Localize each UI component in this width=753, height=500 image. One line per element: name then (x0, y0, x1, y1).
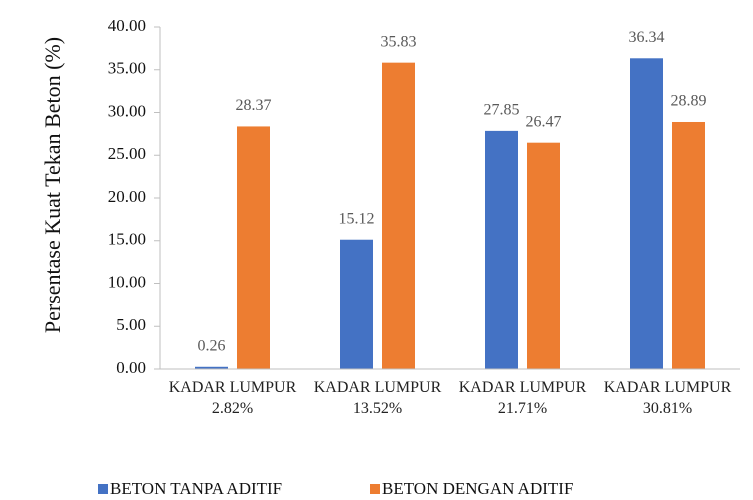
y-tick-label: 25.00 (108, 144, 146, 163)
value-label: 36.34 (629, 29, 665, 46)
bar (672, 121, 705, 369)
x-tick-label: KADAR LUMPUR 30.81% (603, 379, 732, 417)
x-tick-label: KADAR LUMPUR 13.52% (313, 379, 442, 417)
value-label: 27.85 (484, 102, 520, 119)
bar (195, 366, 228, 369)
bar (382, 62, 415, 369)
legend-label: BETON DENGAN ADITIF (382, 479, 573, 498)
y-tick-label: 15.00 (108, 230, 146, 249)
legend-label: BETON TANPA ADITIF (110, 479, 282, 498)
bar (527, 142, 560, 369)
x-tick-label: KADAR LUMPUR 21.71% (458, 379, 587, 417)
bar (237, 126, 270, 370)
y-tick-label: 10.00 (108, 272, 146, 291)
bar (630, 58, 663, 369)
bar (340, 239, 373, 369)
y-axis-label: Persentase Kuat Tekan Beton (%) (40, 36, 65, 334)
bar (485, 130, 518, 369)
value-label: 0.26 (198, 337, 226, 354)
value-label: 35.83 (381, 33, 417, 50)
y-tick-label: 30.00 (108, 101, 146, 120)
y-tick-label: 0.00 (116, 358, 146, 377)
y-tick-label: 5.00 (116, 315, 146, 334)
x-tick-label: KADAR LUMPUR 2.82% (168, 379, 297, 417)
value-label: 28.89 (671, 93, 707, 110)
y-tick-label: 20.00 (108, 187, 146, 206)
y-tick-label: 35.00 (108, 59, 146, 78)
legend-swatch (98, 484, 108, 494)
value-label: 26.47 (526, 113, 562, 130)
y-tick-label: 40.00 (108, 16, 146, 35)
legend-swatch (370, 484, 380, 494)
value-label: 15.12 (339, 210, 375, 227)
value-label: 28.37 (236, 97, 272, 114)
